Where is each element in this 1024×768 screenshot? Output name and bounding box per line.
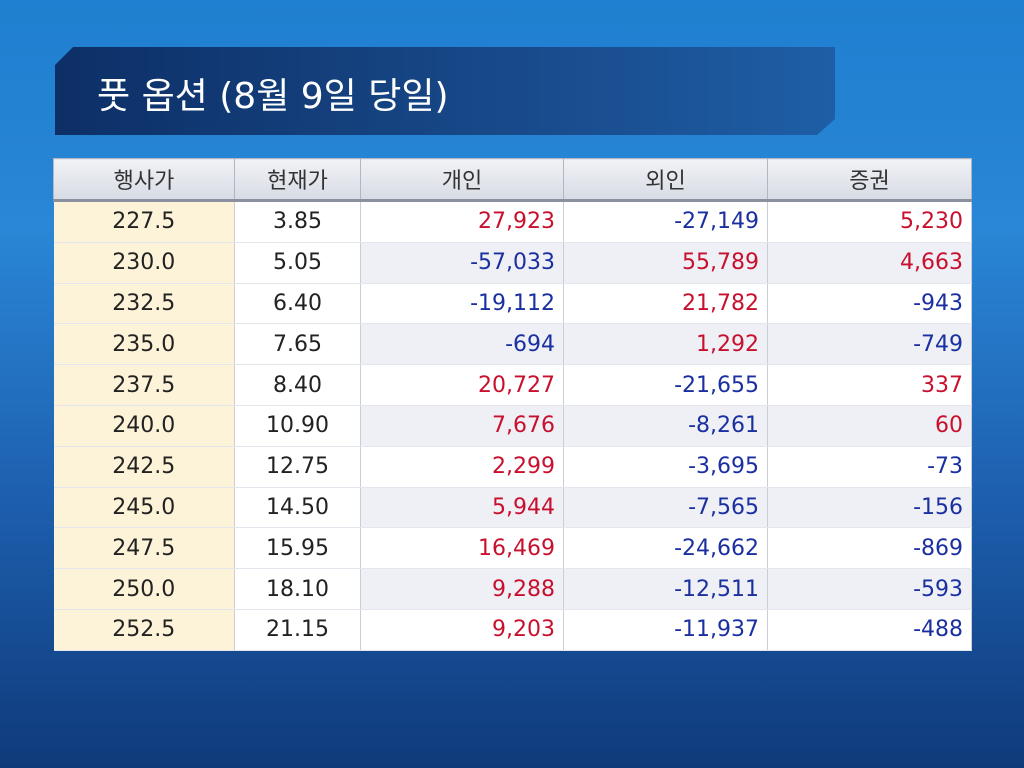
table-cell: 5,944: [360, 487, 564, 529]
table-cell: 250.0: [53, 568, 235, 610]
table-cell: -8,261: [563, 405, 768, 447]
table-cell: 14.50: [234, 487, 361, 529]
table-cell: -7,565: [563, 487, 768, 529]
table-cell: -749: [767, 323, 972, 366]
table-cell: 237.5: [53, 364, 235, 406]
table-cell: -869: [767, 527, 972, 570]
table-body: 227.5 3.85 27,923 -27,149 5,230 230.0 5.05 -57,…: [53, 200, 972, 651]
table-cell: 230.0: [53, 242, 235, 284]
table-cell: -21,655: [563, 364, 768, 406]
column-header: 개인: [360, 158, 564, 202]
table-cell: 10.90: [234, 405, 361, 447]
table-cell: -3,695: [563, 446, 768, 488]
table-cell: 7,676: [360, 405, 564, 447]
table-cell: 242.5: [53, 446, 235, 488]
table-row: 247.5 15.95 16,469 -24,662 -869: [53, 527, 972, 570]
table-cell: -156: [767, 487, 972, 529]
table-cell: 55,789: [563, 242, 768, 284]
table-cell: 21.15: [234, 609, 361, 651]
column-header: 현재가: [234, 158, 361, 202]
table-cell: 240.0: [53, 405, 235, 447]
table-cell: 245.0: [53, 487, 235, 529]
table-cell: 227.5: [53, 200, 235, 243]
table-cell: 337: [767, 364, 972, 406]
table-cell: 4,663: [767, 242, 972, 284]
column-header: 행사가: [53, 158, 235, 202]
table-cell: 12.75: [234, 446, 361, 488]
table-row: 240.0 10.90 7,676 -8,261 60: [53, 405, 972, 447]
table-cell: 15.95: [234, 527, 361, 570]
table-cell: 60: [767, 405, 972, 447]
table-cell: 7.65: [234, 323, 361, 366]
slide-title: 풋 옵션 (8월 9일 당일): [97, 76, 449, 117]
table-cell: -593: [767, 568, 972, 610]
column-header: 외인: [563, 158, 768, 202]
options-table: 행사가 현재가 개인 외인 증권 227.5 3.85 27,923 -27,149 5,230…: [53, 158, 972, 651]
table-cell: 18.10: [234, 568, 361, 610]
table-cell: 6.40: [234, 283, 361, 325]
table-row: 250.0 18.10 9,288 -12,511 -593: [53, 568, 972, 610]
table-cell: 20,727: [360, 364, 564, 406]
table-cell: -27,149: [563, 200, 768, 243]
table-cell: 9,203: [360, 609, 564, 651]
title-banner: [55, 47, 835, 135]
table-cell: 247.5: [53, 527, 235, 570]
table-row: 235.0 7.65 -694 1,292 -749: [53, 323, 972, 366]
table-row: 237.5 8.40 20,727 -21,655 337: [53, 364, 972, 406]
table-cell: -11,937: [563, 609, 768, 651]
column-header: 증권: [767, 158, 972, 202]
table-cell: 3.85: [234, 200, 361, 243]
table-cell: -694: [360, 323, 564, 366]
table-cell: 232.5: [53, 283, 235, 325]
table-cell: 235.0: [53, 323, 235, 366]
table-row: 232.5 6.40 -19,112 21,782 -943: [53, 283, 972, 325]
table-cell: -12,511: [563, 568, 768, 610]
table-cell: 1,292: [563, 323, 768, 366]
table-row: 230.0 5.05 -57,033 55,789 4,663: [53, 242, 972, 284]
table-cell: 5.05: [234, 242, 361, 284]
table-row: 227.5 3.85 27,923 -27,149 5,230: [53, 200, 972, 243]
table-cell: -19,112: [360, 283, 564, 325]
table-cell: 8.40: [234, 364, 361, 406]
table-cell: 252.5: [53, 609, 235, 651]
table-cell: 27,923: [360, 200, 564, 243]
table-cell: -24,662: [563, 527, 768, 570]
header-row: 행사가 현재가 개인 외인 증권: [53, 158, 972, 202]
table-cell: -73: [767, 446, 972, 488]
table-cell: -488: [767, 609, 972, 651]
table-cell: 9,288: [360, 568, 564, 610]
table-row: 252.5 21.15 9,203 -11,937 -488: [53, 609, 972, 651]
table-cell: 16,469: [360, 527, 564, 570]
table-cell: -943: [767, 283, 972, 325]
table-cell: 5,230: [767, 200, 972, 243]
table-cell: 2,299: [360, 446, 564, 488]
table-cell: -57,033: [360, 242, 564, 284]
table-row: 242.5 12.75 2,299 -3,695 -73: [53, 446, 972, 488]
table-row: 245.0 14.50 5,944 -7,565 -156: [53, 487, 972, 529]
table-cell: 21,782: [563, 283, 768, 325]
